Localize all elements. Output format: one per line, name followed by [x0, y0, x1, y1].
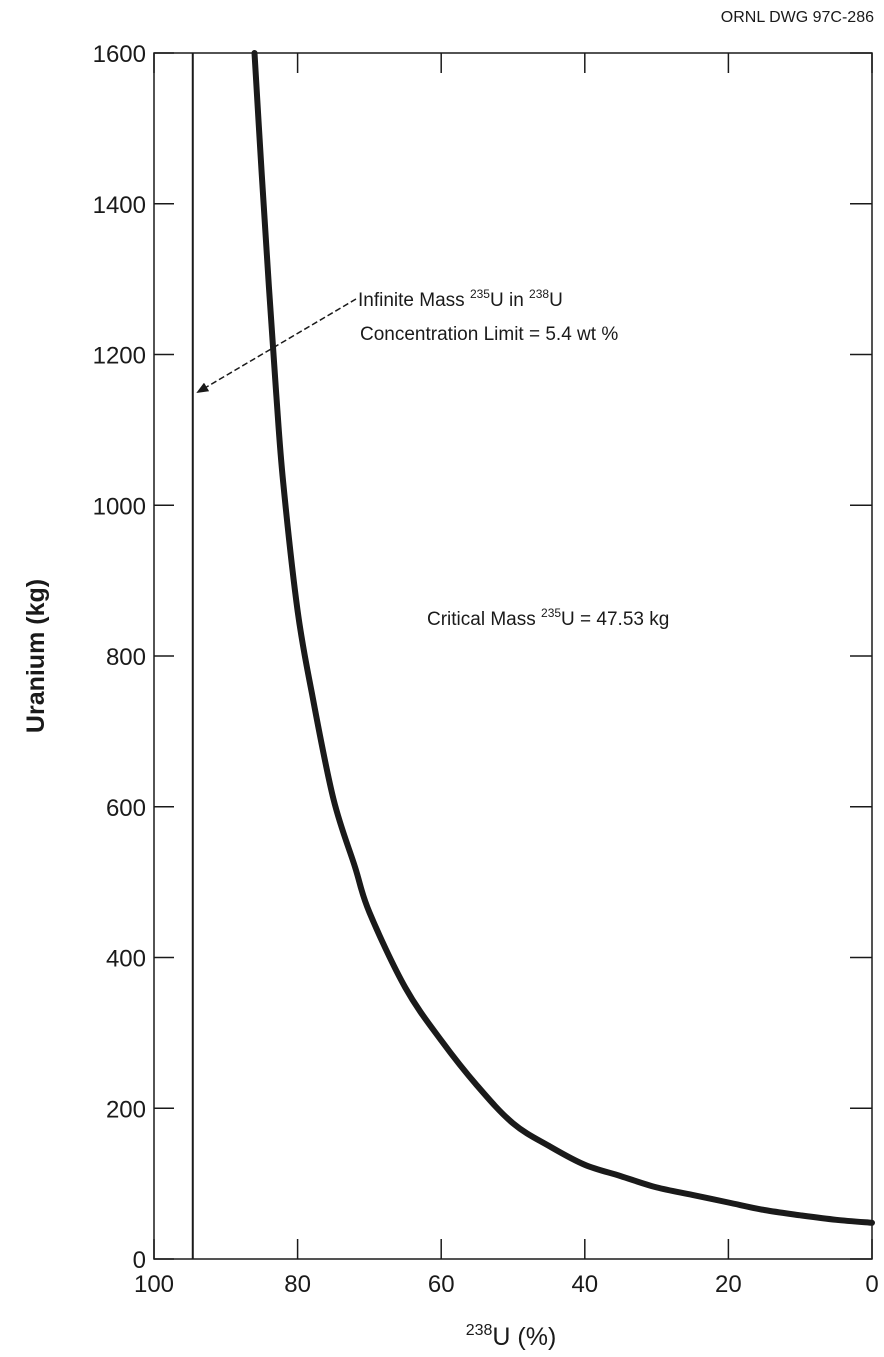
infinite-mass-text-c: U [549, 290, 563, 311]
drawing-id: ORNL DWG 97C-286 [721, 9, 874, 26]
axis-ticks [153, 52, 873, 1260]
infinite-mass-text-a: Infinite Mass [358, 290, 470, 311]
x-tick-label: 40 [571, 1271, 598, 1298]
infinite-mass-sup-2: 238 [529, 287, 549, 301]
critical-mass-sup: 235 [541, 606, 561, 620]
y-tick-label: 1000 [93, 493, 146, 520]
y-tick-label: 0 [133, 1247, 146, 1274]
critical-mass-curve [251, 50, 875, 1226]
y-tick-label: 1400 [93, 192, 146, 219]
critical-mass-text-a: Critical Mass [427, 609, 541, 630]
infinite-mass-annotation-line2: Concentration Limit = 5.4 wt % [360, 324, 618, 345]
critical-mass-annotation: Critical Mass 235U = 47.53 kg [427, 606, 669, 630]
x-axis-label: 238U (%) [466, 1322, 557, 1351]
y-axis-label: Uranium (kg) [22, 579, 50, 733]
y-tick-labels: 0 200 400 600 800 1000 1200 1400 1600 [93, 41, 146, 1274]
plot-frame [153, 52, 873, 1260]
y-tick-label: 1600 [93, 41, 146, 68]
y-tick-label: 600 [106, 795, 146, 822]
x-tick-label: 100 [134, 1271, 174, 1298]
y-tick-label: 1200 [93, 343, 146, 370]
critical-mass-text-b: U = 47.53 kg [561, 609, 669, 630]
x-tick-label: 0 [865, 1271, 878, 1298]
x-tick-labels: 100 80 60 40 20 0 [134, 1271, 879, 1298]
x-tick-label: 60 [428, 1271, 455, 1298]
x-tick-label: 20 [715, 1271, 742, 1298]
x-tick-label: 80 [284, 1271, 311, 1298]
y-tick-label: 400 [106, 946, 146, 973]
annotation-arrow [196, 298, 357, 394]
y-tick-label: 800 [106, 644, 146, 671]
x-axis-label-main: U (%) [492, 1323, 556, 1351]
infinite-mass-text-b: U in [490, 290, 529, 311]
infinite-mass-annotation-line1: Infinite Mass 235U in 238U [358, 287, 563, 311]
infinite-mass-sup-1: 235 [470, 287, 490, 301]
y-tick-label: 200 [106, 1096, 146, 1123]
x-axis-label-sup: 238 [466, 1322, 493, 1339]
